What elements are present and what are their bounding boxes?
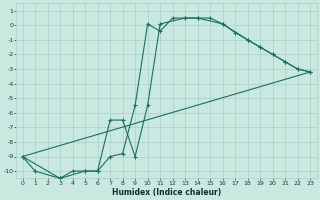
X-axis label: Humidex (Indice chaleur): Humidex (Indice chaleur) <box>112 188 221 197</box>
